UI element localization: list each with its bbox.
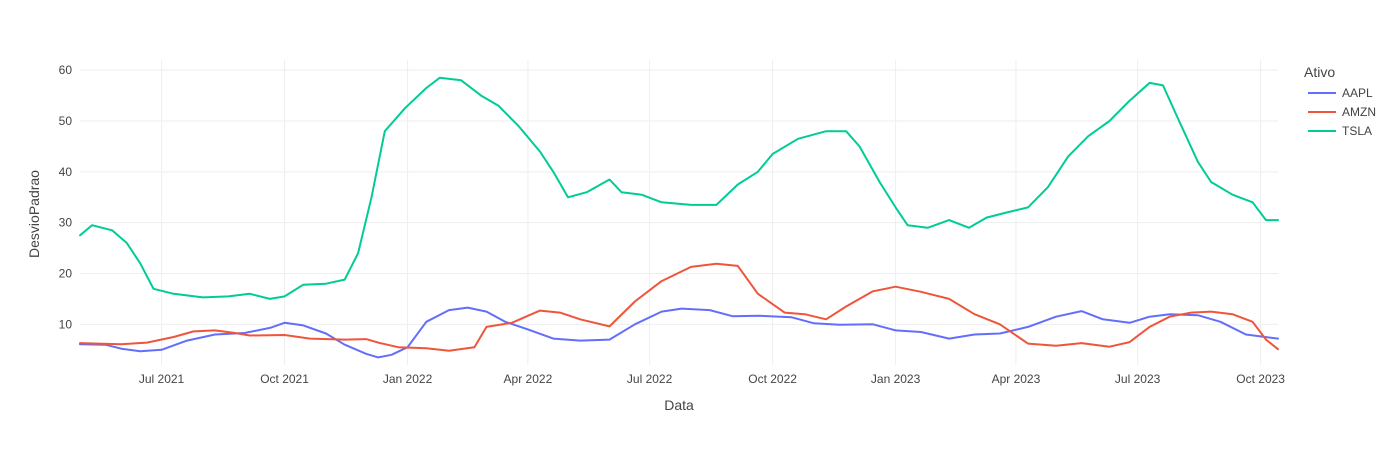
y-tick-label: 10 <box>59 317 73 331</box>
x-tick-label: Jan 2022 <box>383 372 433 386</box>
x-axis-title: Data <box>664 397 694 413</box>
legend-items: AAPL AMZN TSLA <box>1308 86 1376 138</box>
series-layer <box>79 76 1279 359</box>
x-tick-label: Oct 2021 <box>260 372 309 386</box>
series-line-tsla <box>79 76 1279 300</box>
y-tick-label: 20 <box>59 267 73 281</box>
series-line-aapl <box>79 306 1279 359</box>
legend-label-tsla: TSLA <box>1342 124 1372 138</box>
y-tick-label: 40 <box>59 165 73 179</box>
legend-label-amzn: AMZN <box>1342 105 1376 119</box>
x-tick-label: Oct 2022 <box>748 372 797 386</box>
y-tick-label: 60 <box>59 63 73 77</box>
x-axis-ticks: Jul 2021 Oct 2021 Jan 2022 Apr 2022 Jul 2022… <box>139 372 1285 386</box>
legend: Ativo AAPL AMZN TSLA <box>1304 64 1376 138</box>
x-tick-label: Jul 2021 <box>139 372 185 386</box>
x-tick-label: Apr 2022 <box>504 372 553 386</box>
series-line-amzn <box>79 262 1279 352</box>
x-tick-label: Apr 2023 <box>992 372 1041 386</box>
x-tick-label: Jan 2023 <box>871 372 921 386</box>
y-tick-label: 30 <box>59 216 73 230</box>
legend-title: Ativo <box>1304 64 1335 80</box>
y-axis-title: DesvioPadrao <box>26 170 42 258</box>
y-tick-label: 50 <box>59 114 73 128</box>
legend-label-aapl: AAPL <box>1342 86 1373 100</box>
x-tick-label: Oct 2023 <box>1236 372 1285 386</box>
x-tick-label: Jul 2022 <box>627 372 673 386</box>
x-tick-label: Jul 2023 <box>1115 372 1161 386</box>
grid-layer <box>80 60 1278 365</box>
y-axis-ticks: 10 20 30 40 50 60 <box>59 63 73 331</box>
